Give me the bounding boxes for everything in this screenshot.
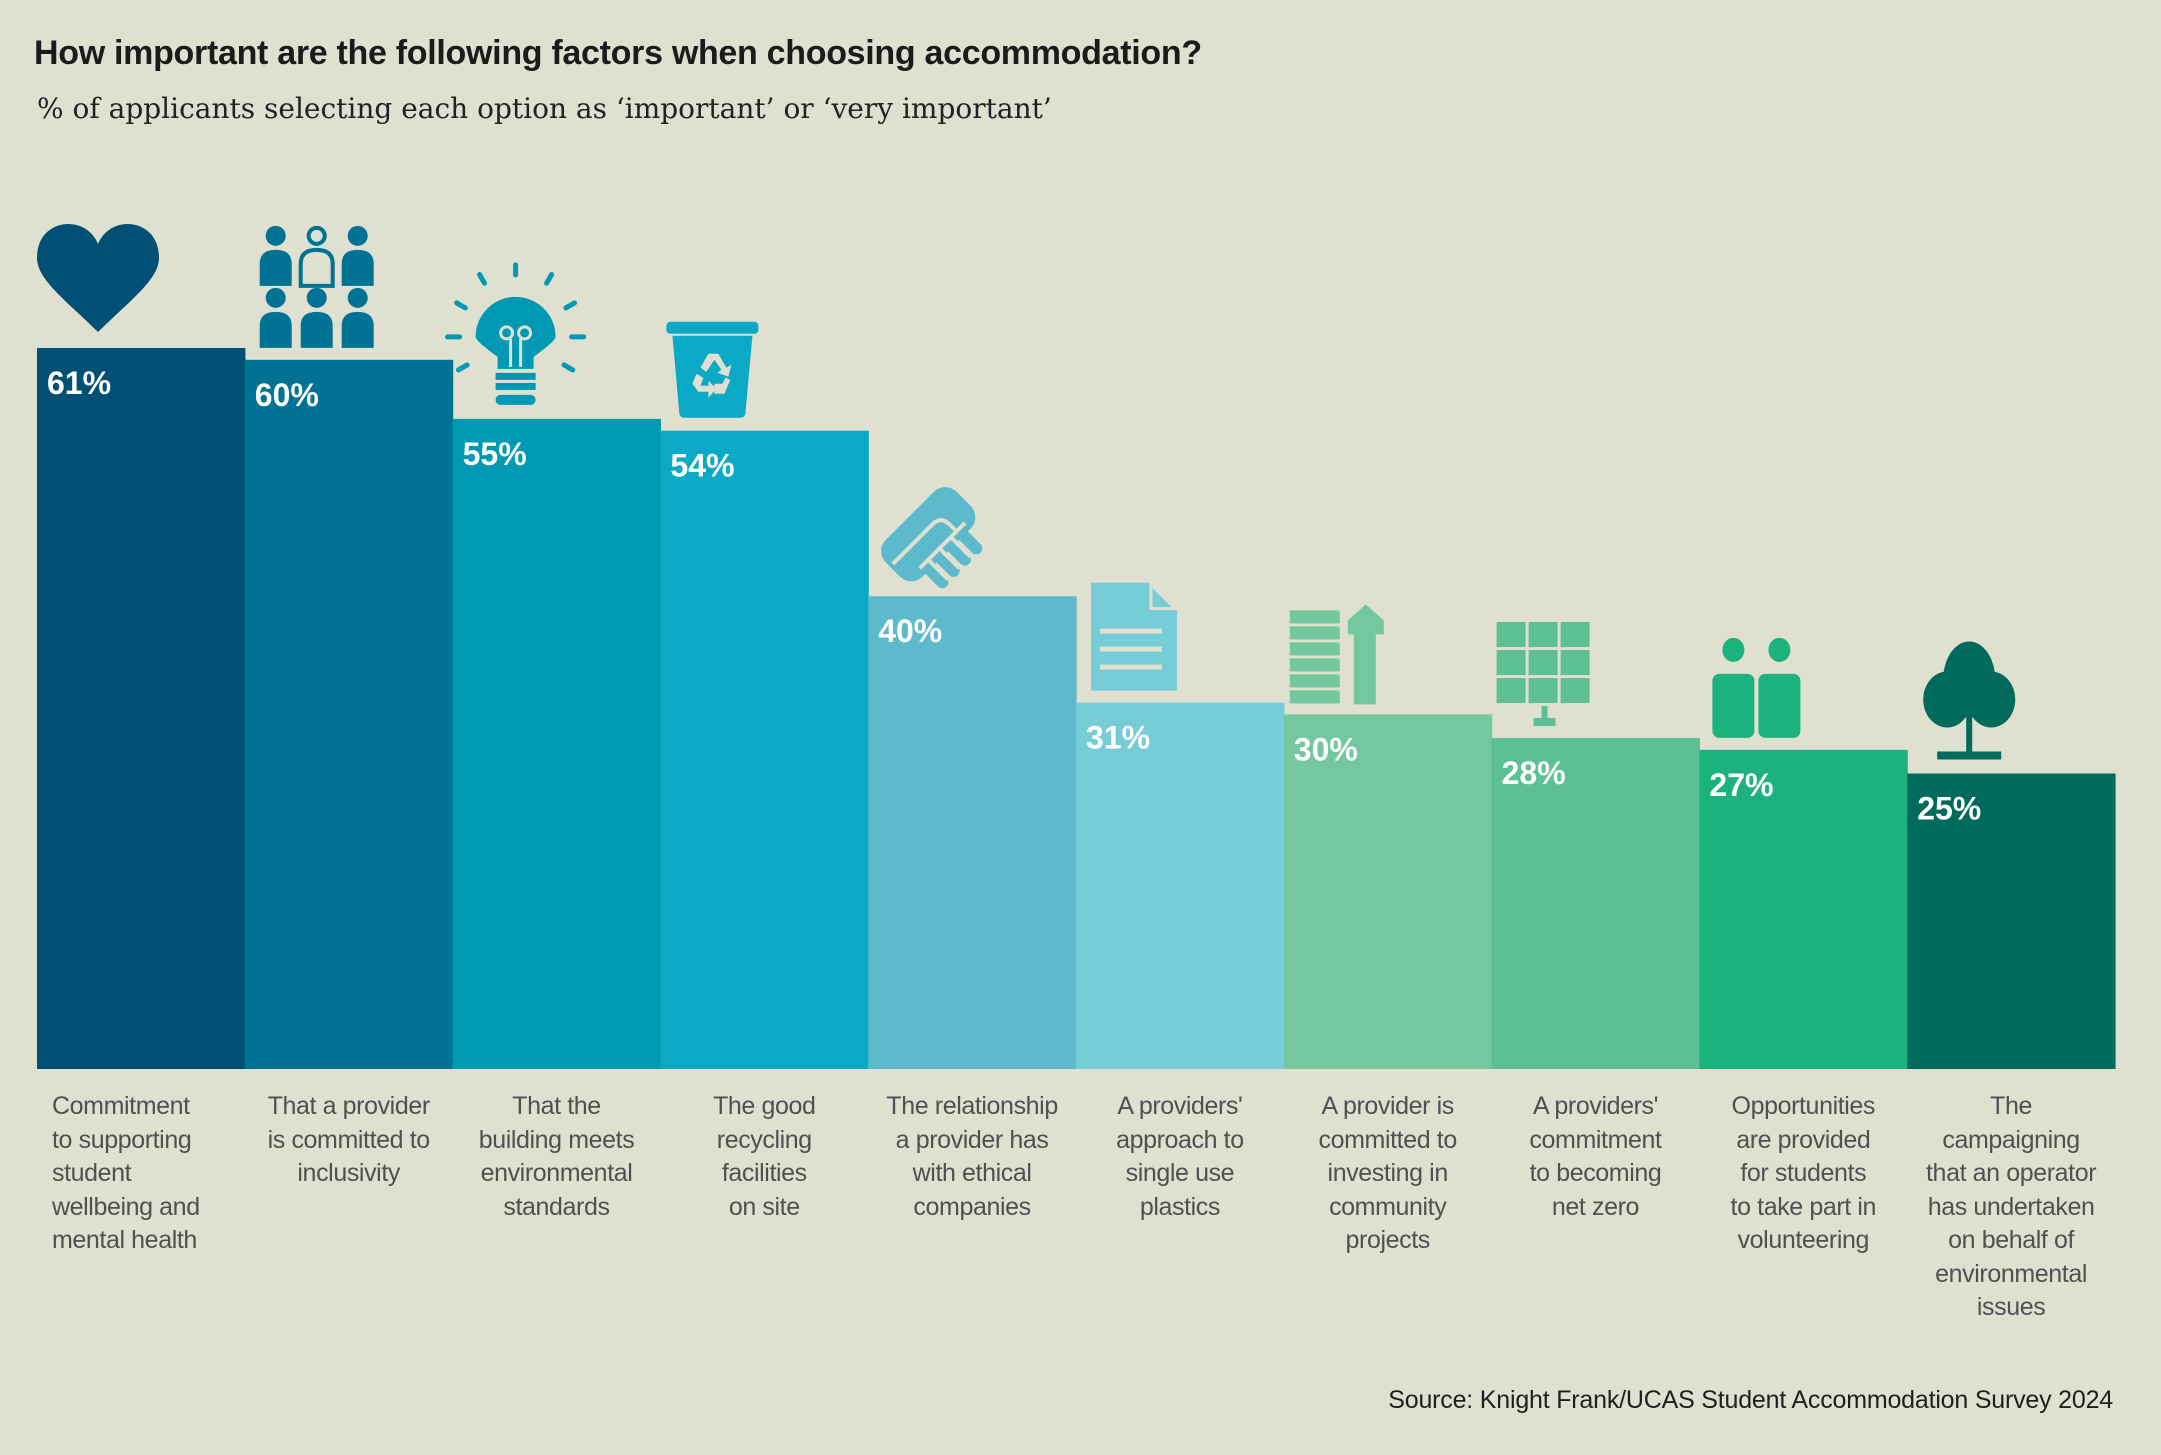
category-label-line: single use — [1125, 1159, 1235, 1187]
category-label-line: for students — [1740, 1159, 1867, 1187]
category-label-line: Commitment — [52, 1092, 190, 1120]
category-label-line: wellbeing and — [52, 1192, 200, 1221]
category-label-line: issues — [1976, 1293, 2046, 1321]
data-label: 61% — [47, 365, 111, 401]
category-label: That the building meets environmental stand… — [453, 1090, 661, 1224]
bar-5 — [868, 596, 1077, 1069]
category-label-line: A provider is — [1321, 1092, 1455, 1120]
category-label-line: community — [1329, 1192, 1447, 1221]
category-label-line: to take part in — [1730, 1192, 1877, 1221]
category-label: A provider is committed to investing in com… — [1284, 1090, 1492, 1258]
data-label: 30% — [1294, 731, 1358, 767]
category-label-line: environmental — [480, 1159, 633, 1187]
category-label-line: investing in — [1327, 1159, 1449, 1187]
category-label-line: inclusivity — [297, 1159, 400, 1187]
category-label-line: volunteering — [1737, 1226, 1870, 1254]
category-label-line: recycling — [716, 1125, 812, 1154]
data-label: 28% — [1502, 755, 1566, 791]
category-label-line: a provider has — [895, 1125, 1049, 1154]
bar-8 — [1491, 738, 1700, 1069]
category-label-line: That a provider — [267, 1092, 431, 1120]
category-label: The relationship a provider has with ethic… — [868, 1090, 1076, 1224]
category-label: The good recycling facilities on site — [660, 1090, 868, 1224]
category-label-line: to becoming — [1529, 1159, 1662, 1187]
source-note: Source: Knight Frank/UCAS Student Accomm… — [1388, 1386, 2113, 1414]
category-label-line: to supporting — [52, 1125, 192, 1154]
handshake-icon — [881, 487, 983, 589]
solar-panel-icon — [1496, 622, 1590, 727]
category-label-line: committed to — [1318, 1125, 1458, 1154]
category-label-line: net zero — [1551, 1192, 1640, 1221]
heart-icon — [37, 224, 159, 332]
tree-icon — [1923, 641, 2016, 760]
bar-1 — [37, 348, 246, 1069]
data-label: 27% — [1709, 767, 1773, 803]
category-label-line: standards — [503, 1192, 610, 1221]
category-label-line: is committed to — [267, 1125, 431, 1154]
category-label: A providers' approach to single use plastic… — [1076, 1090, 1284, 1224]
category-label-line: on site — [728, 1192, 800, 1221]
category-label-line: has undertaken — [1927, 1192, 2095, 1221]
category-label-line: campaigning — [1942, 1125, 2080, 1154]
category-label-line: that an operator — [1926, 1159, 2097, 1187]
category-label-line: The relationship — [886, 1092, 1058, 1120]
volunteers-icon — [1712, 637, 1801, 738]
bar-10 — [1907, 773, 2116, 1069]
category-label-line: projects — [1345, 1226, 1431, 1254]
chart-subtitle: % of applicants selecting each option as… — [37, 92, 1052, 125]
category-label: That a provider is committed to inclusivit… — [245, 1090, 453, 1191]
category-label-line: student — [52, 1159, 132, 1187]
lightbulb-icon — [445, 262, 587, 405]
category-label: A providers' commitment to becoming net zer… — [1492, 1090, 1700, 1224]
category-label-line: A providers' — [1117, 1092, 1243, 1120]
category-label: The campaigning that an operator has undert… — [1907, 1090, 2115, 1325]
bar-3 — [452, 418, 661, 1069]
bar-9 — [1699, 749, 1908, 1069]
category-label-line: environmental — [1935, 1259, 2087, 1288]
data-label: 60% — [255, 377, 319, 413]
category-label-line: facilities — [721, 1159, 807, 1187]
data-label: 25% — [1917, 791, 1981, 827]
bar-2 — [244, 359, 454, 1069]
data-label: 40% — [878, 613, 942, 649]
bar-4 — [660, 430, 869, 1070]
category-label-line: companies — [913, 1192, 1031, 1221]
category-label: Opportunities are provided for students to … — [1699, 1090, 1907, 1258]
bar-7 — [1283, 714, 1493, 1069]
category-label-line: with ethical — [912, 1159, 1032, 1187]
category-label-line: A providers' — [1532, 1092, 1659, 1120]
category-label-line: mental health — [52, 1226, 197, 1254]
chart-title: How important are the following factors … — [34, 34, 1202, 72]
bar-6 — [1076, 702, 1285, 1069]
data-label: 55% — [463, 436, 527, 472]
category-label-line: on behalf of — [1948, 1226, 2075, 1254]
category-label-line: approach to — [1116, 1125, 1244, 1154]
category-label-line: are provided — [1736, 1125, 1871, 1154]
document-icon — [1091, 580, 1179, 691]
growth-arrow-icon — [1289, 604, 1384, 705]
data-label: 31% — [1086, 720, 1150, 756]
people-group-icon — [259, 225, 374, 348]
heart-icon — [37, 224, 159, 332]
category-label-line: plastics — [1139, 1192, 1221, 1221]
category-label: Commitment to supporting student wellbeing … — [52, 1090, 245, 1258]
category-label-line: The good — [713, 1092, 816, 1120]
category-label-line: Opportunities — [1731, 1092, 1876, 1120]
category-label-line: commitment — [1529, 1125, 1662, 1154]
category-label-line: That the — [512, 1092, 601, 1120]
recycling-bin-icon — [666, 321, 759, 418]
data-label: 54% — [670, 448, 734, 484]
category-label-line: The — [1990, 1092, 2033, 1120]
category-label-line: building meets — [478, 1125, 635, 1154]
